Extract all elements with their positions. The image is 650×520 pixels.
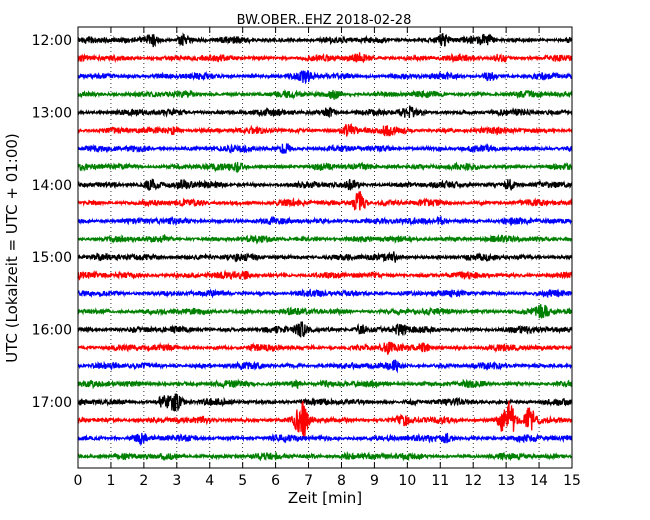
x-tick-label: 7 (304, 473, 313, 489)
x-tick-label: 10 (398, 473, 416, 489)
y-tick-label: 12:00 (32, 33, 72, 49)
y-axis-ticks: 12:00 13:00 14:00 15:00 16:00 17:00 (32, 33, 572, 411)
x-tick-label: 9 (370, 473, 379, 489)
y-tick-label: 13:00 (32, 105, 72, 121)
trace-1445 (77, 233, 573, 245)
trace-1300 (77, 105, 573, 119)
x-tick-label: 0 (74, 473, 83, 489)
trace-1515 (77, 269, 573, 281)
trace-1315 (77, 123, 573, 137)
y-axis-label: UTC (Lokalzeit = UTC + 01:00) (3, 133, 21, 363)
trace-1545 (77, 304, 573, 319)
trace-1345 (77, 161, 573, 174)
trace-1245 (77, 88, 573, 100)
trace-1630 (77, 359, 573, 374)
x-tick-label: 5 (238, 473, 247, 489)
chart-title: BW.OBER..EHZ 2018-02-28 (237, 13, 412, 28)
y-tick-label: 17:00 (32, 395, 72, 411)
trace-1330 (77, 143, 573, 155)
trace-1415 (77, 191, 573, 211)
plot-frame (77, 26, 573, 469)
x-tick-label: 4 (205, 473, 214, 489)
trace-1215 (77, 52, 573, 64)
trace-1600 (77, 321, 573, 338)
y-tick-label: 15:00 (32, 250, 72, 266)
x-tick-label: 14 (530, 473, 548, 489)
trace-1745 (77, 450, 573, 462)
trace-1200 (77, 32, 573, 48)
x-tick-label: 13 (497, 473, 515, 489)
vertical-grid (110, 27, 540, 468)
trace-1530 (77, 288, 573, 299)
trace-1730 (77, 432, 573, 447)
x-tick-label: 12 (464, 473, 482, 489)
x-tick-label: 8 (337, 473, 346, 489)
x-tick-label: 6 (271, 473, 280, 489)
y-tick-label: 16:00 (32, 323, 72, 339)
seismic-traces (77, 32, 573, 462)
x-axis-ticks: 0 1 2 3 4 5 6 7 8 9 10 11 12 13 14 15 (74, 27, 581, 489)
trace-1230 (77, 69, 573, 85)
trace-1645 (77, 378, 573, 390)
y-tick-label: 14:00 (32, 178, 72, 194)
trace-1700 (77, 393, 573, 412)
trace-1615 (77, 341, 573, 355)
x-tick-label: 11 (431, 473, 449, 489)
trace-1715 (77, 399, 573, 439)
trace-1500 (77, 251, 573, 263)
x-tick-label: 2 (139, 473, 148, 489)
x-tick-label: 15 (563, 473, 581, 489)
trace-1400 (77, 178, 573, 191)
x-axis-label: Zeit [min] (288, 489, 362, 507)
x-tick-label: 1 (106, 473, 115, 489)
trace-1430 (77, 215, 573, 227)
x-tick-label: 3 (172, 473, 181, 489)
